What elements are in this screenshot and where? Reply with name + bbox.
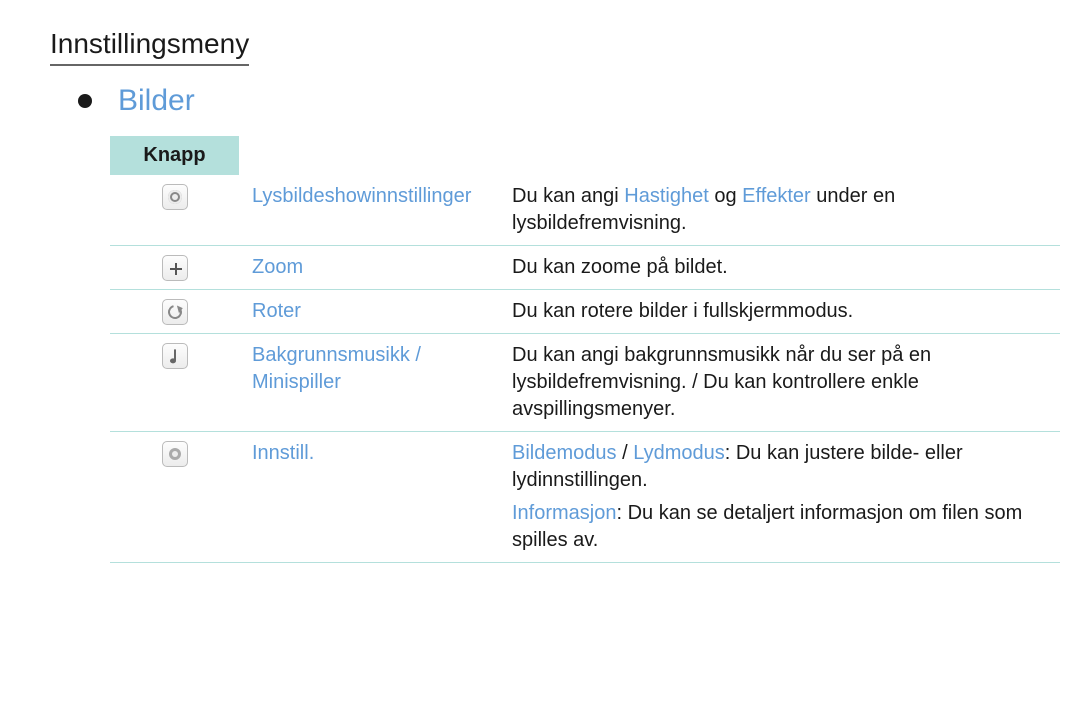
operation-description: Du kan angi Hastighet og Effekter under …	[500, 175, 1060, 246]
highlight: Effekter	[742, 185, 811, 207]
text: og	[709, 185, 742, 207]
section-title: Bilder	[118, 84, 195, 118]
highlight: Hastighet	[624, 185, 709, 207]
table-row: Bakgrunnsmusikk / Minispiller Du kan ang…	[110, 334, 1060, 432]
operation-name: Bakgrunnsmusikk / Minispiller	[240, 334, 500, 432]
table-header-row: Knapp Operasjon	[110, 136, 1060, 175]
column-header-knapp: Knapp	[110, 136, 240, 175]
operation-description: Bildemodus / Lydmodus: Du kan justere bi…	[500, 432, 1060, 563]
operation-name: Zoom	[240, 246, 500, 290]
operation-name: Innstill.	[240, 432, 500, 563]
settings-table: Knapp Operasjon Lysbildeshowinnstillinge…	[110, 136, 1060, 563]
music-icon	[162, 343, 188, 369]
operation-description: Du kan zoome på bildet.	[500, 246, 1060, 290]
slideshow-settings-icon	[162, 184, 188, 210]
zoom-icon	[162, 255, 188, 281]
section-header: Bilder	[78, 84, 1030, 118]
separator: /	[410, 344, 421, 366]
separator: /	[617, 442, 634, 464]
operation-name: Roter	[240, 290, 500, 334]
rotate-icon	[162, 299, 188, 325]
table-row: Lysbildeshowinnstillinger Du kan angi Ha…	[110, 175, 1060, 246]
highlight: Lydmodus	[633, 442, 725, 464]
highlight: Informasjon	[512, 502, 617, 524]
highlight: Bildemodus	[512, 442, 617, 464]
operation-name: Lysbildeshowinnstillinger	[240, 175, 500, 246]
operation-description: Du kan angi bakgrunnsmusikk når du ser p…	[500, 334, 1060, 432]
bullet-icon	[78, 94, 92, 108]
table-row: Innstill. Bildemodus / Lydmodus: Du kan …	[110, 432, 1060, 563]
name-part: Bakgrunnsmusikk	[252, 344, 410, 366]
name-part: Minispiller	[252, 371, 341, 393]
table-row: Zoom Du kan zoome på bildet.	[110, 246, 1060, 290]
settings-icon	[162, 441, 188, 467]
page-title: Innstillingsmeny	[50, 28, 249, 66]
table-row: Roter Du kan rotere bilder i fullskjermm…	[110, 290, 1060, 334]
text: Du kan angi	[512, 185, 624, 207]
operation-description: Du kan rotere bilder i fullskjermmodus.	[500, 290, 1060, 334]
